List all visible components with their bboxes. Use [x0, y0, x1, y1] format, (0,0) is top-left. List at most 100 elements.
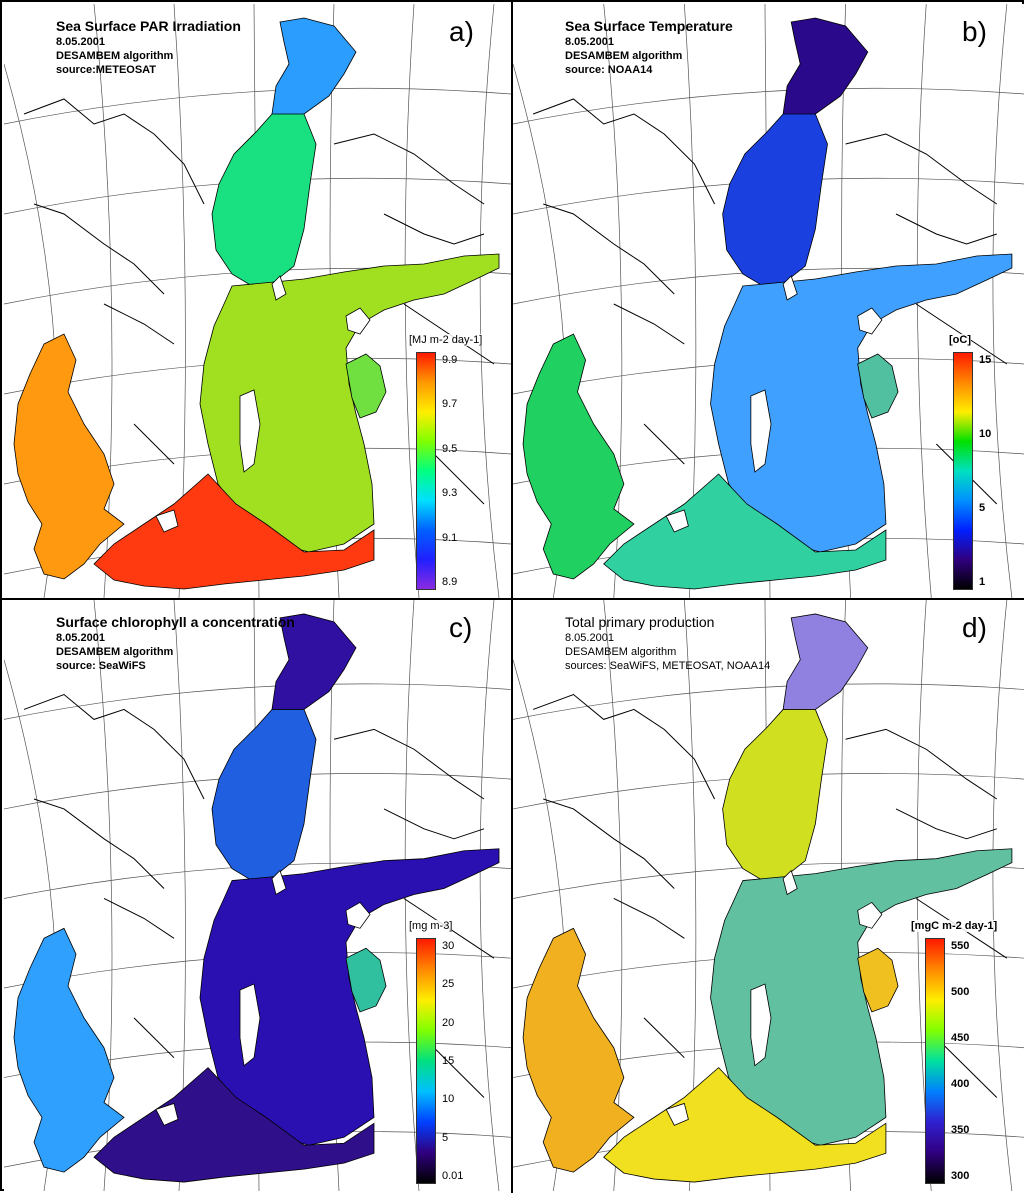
panel-algorithm: DESAMBEM algorithm: [565, 646, 677, 658]
island: [239, 389, 261, 473]
panel-title: Sea Surface PAR Irradiation: [56, 18, 241, 34]
panel-title: Sea Surface Temperature: [565, 18, 733, 34]
colorbar-tick-label: 25: [442, 978, 455, 991]
sea-region-north: [271, 17, 357, 127]
island: [345, 307, 371, 335]
colorbar-tick-label: 30: [442, 940, 455, 952]
graticule-line: [513, 87, 1024, 125]
coastline: [103, 898, 175, 939]
colorbar-tick-label: 9.7: [442, 398, 458, 411]
baltic-map-d: [513, 600, 1024, 1191]
graticule-line: [4, 683, 511, 720]
sea-region-west: [522, 333, 635, 580]
coastline: [643, 1017, 685, 1059]
panel-algorithm: DESAMBEM algorithm: [565, 50, 683, 62]
colorbar: [925, 938, 945, 1184]
colorbar: [416, 938, 436, 1184]
panel-date: 8.05.2001: [565, 632, 614, 644]
panel-c: Surface chlorophyll a concentration 8.05.…: [4, 600, 511, 1191]
panel-title: Total primary production: [565, 614, 715, 630]
colorbar-tick-label: 15: [979, 354, 992, 366]
title-block: Sea Surface Temperature 8.05.2001 DESAMBEM…: [565, 18, 733, 77]
colorbar-tick-label: 400: [951, 1078, 970, 1090]
colorbar-tick-label: 8.9: [442, 576, 458, 588]
colorbar-tick-label: 20: [442, 1016, 455, 1029]
colorbar-tick-label: 9.3: [442, 487, 458, 500]
island: [665, 1102, 689, 1126]
legend-unit: [MJ m-2 day-1]: [409, 334, 483, 346]
baltic-map-b: [513, 4, 1024, 598]
panel-algorithm: DESAMBEM algorithm: [56, 50, 174, 62]
coastline: [543, 798, 675, 889]
coastline: [935, 1037, 998, 1098]
coastline: [383, 808, 485, 840]
colorbar-tick-label: 9.1: [442, 531, 458, 544]
island: [782, 869, 798, 896]
island: [857, 901, 883, 929]
panel-source: source: NOAA14: [565, 64, 653, 76]
island: [155, 1102, 179, 1126]
panel-letter: a): [449, 16, 474, 47]
island: [782, 275, 798, 301]
title-block: Surface chlorophyll a concentration 8.05.…: [56, 614, 295, 673]
colorbar-tick-label: 300: [951, 1170, 970, 1182]
sea-region-north: [782, 613, 869, 722]
legend-unit: [mg m-3]: [409, 920, 453, 932]
panel-d: Total primary production 8.05.2001 DESAMBE…: [513, 600, 1024, 1191]
coastline: [895, 213, 997, 245]
island: [345, 901, 371, 929]
coastline: [133, 1017, 175, 1059]
panel-source: source: SeaWiFS: [56, 660, 146, 672]
coastline: [895, 808, 997, 840]
sea-region-east: [857, 353, 899, 419]
graticule-line: [513, 683, 1024, 720]
panel-date: 8.05.2001: [56, 632, 105, 644]
colorbar: [416, 352, 436, 590]
island: [665, 509, 689, 533]
sea-region-south: [603, 1067, 887, 1183]
coastline: [613, 898, 685, 939]
sea-region-bothnia: [211, 709, 317, 881]
colorbar-tick-label: 5: [979, 502, 986, 514]
island: [750, 389, 772, 473]
sea-region-bothnia: [211, 113, 317, 287]
graticule-line: [992, 600, 1013, 1191]
panel-letter: b): [962, 16, 987, 47]
panel-b: Sea Surface Temperature 8.05.2001 DESAMBEM…: [513, 4, 1024, 598]
graticule-line: [4, 87, 511, 125]
sea-region-south: [603, 473, 887, 590]
panel-date: 8.05.2001: [56, 36, 105, 48]
coastline: [333, 728, 485, 800]
island: [239, 983, 261, 1067]
coastline: [532, 693, 716, 800]
sea-region-south: [93, 473, 375, 590]
colorbar-tick-label: 0.01: [442, 1170, 464, 1182]
coastline: [103, 303, 175, 345]
panel-a: Sea Surface PAR Irradiation 8.05.2001 DESA…: [4, 4, 511, 598]
panel-source: sources: SeaWiFS, METEOSAT, NOAA14: [565, 660, 771, 672]
colorbar-tick-label: 10: [442, 1093, 455, 1106]
colorbar-tick-label: 550: [951, 940, 970, 952]
baltic-map-a: [4, 4, 511, 598]
island: [271, 869, 287, 896]
colorbar-tick-label: 9.9: [442, 354, 458, 366]
sea-region-west: [13, 927, 125, 1173]
colorbar-tick-label: 5: [442, 1131, 449, 1144]
sea-region-bothnia: [722, 113, 828, 287]
island: [271, 275, 287, 301]
sea-region-north: [782, 17, 869, 127]
coastline: [845, 133, 998, 205]
graticule-line: [992, 4, 1013, 598]
sea-region-west: [522, 927, 635, 1173]
title-block: Total primary production 8.05.2001 DESAMBE…: [565, 614, 770, 673]
colorbar-tick-label: 350: [951, 1124, 970, 1136]
horizontal-divider: [2, 598, 1024, 600]
panel-algorithm: DESAMBEM algorithm: [56, 646, 174, 658]
panel-letter: d): [962, 612, 987, 643]
sea-region-east: [345, 947, 387, 1013]
colorbar-tick-label: 10: [979, 428, 992, 440]
panel-title: Surface chlorophyll a concentration: [56, 614, 295, 630]
coastline: [543, 203, 675, 295]
coastline: [383, 213, 485, 245]
coastline: [532, 98, 716, 205]
